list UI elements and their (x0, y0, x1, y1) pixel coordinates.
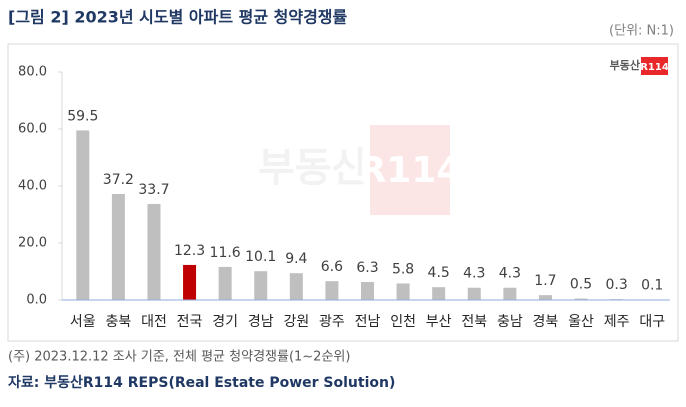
bar (289, 273, 303, 300)
value-label: 0.3 (605, 277, 627, 293)
x-tick-label: 경기 (212, 314, 238, 330)
bar (361, 282, 374, 300)
value-label: 11.6 (210, 245, 241, 261)
bar (574, 298, 588, 300)
x-tick-label: 부산 (426, 314, 452, 330)
bar (183, 264, 197, 300)
value-label: 5.8 (392, 261, 414, 277)
y-tick-label: 80.0 (18, 65, 47, 80)
x-tick-label: 경남 (248, 314, 274, 330)
value-label: 4.5 (428, 265, 450, 281)
watermark-box (370, 125, 450, 215)
bar (111, 193, 125, 300)
note: (주) 2023.12.12 조사 기준, 전체 평균 청약경쟁률(1~2순위) (8, 350, 350, 365)
x-tick-label: 강원 (283, 314, 309, 330)
x-tick-label: 인천 (390, 314, 416, 330)
logo: 부동산 (610, 58, 640, 72)
logo-box (641, 57, 668, 75)
bar (254, 271, 268, 300)
x-tick-label: 대전 (141, 314, 167, 330)
bar (325, 281, 339, 300)
chart-frame (7, 43, 679, 342)
x-tick-label: 제주 (604, 314, 630, 330)
y-tick-label: 40.0 (18, 179, 47, 194)
value-label: 4.3 (499, 266, 521, 282)
value-label: 1.7 (534, 273, 556, 289)
y-tick-label: 0.0 (26, 293, 47, 308)
bar (467, 287, 481, 300)
x-tick-label: 경북 (533, 314, 559, 330)
x-tick-label: 울산 (568, 314, 594, 330)
y-tick-label: 20.0 (18, 236, 47, 251)
value-label: 37.2 (103, 172, 134, 188)
bar (147, 203, 161, 300)
value-label: 6.3 (356, 260, 378, 276)
value-label: 59.5 (67, 108, 98, 124)
source: 자료: 부동산R114 REPS(Real Estate Power Solut… (8, 374, 395, 391)
y-tick-label: 60.0 (18, 122, 47, 137)
x-tick-label: 광주 (319, 314, 345, 330)
bar (76, 130, 90, 300)
value-label: 33.7 (138, 182, 169, 198)
value-label: 6.6 (321, 259, 343, 275)
bar (538, 295, 552, 300)
watermark-mark: R114 (359, 150, 462, 191)
value-label: 10.1 (245, 249, 276, 265)
bar (503, 287, 517, 300)
x-tick-label: 전남 (355, 314, 381, 330)
chart-title: [그림 2] 2023년 시도별 아파트 평균 청약경쟁률 (8, 8, 348, 27)
x-tick-label: 전북 (461, 314, 487, 330)
bar (218, 266, 232, 300)
x-tick-label: 대구 (639, 314, 665, 330)
x-tick-label: 서울 (70, 314, 96, 330)
unit-label: (단위: N:1) (609, 24, 674, 39)
value-label: 0.1 (641, 278, 663, 294)
bar (396, 283, 410, 300)
x-tick-label: 충남 (497, 314, 523, 330)
watermark: 부동산 (258, 145, 369, 191)
logo-mark: R114 (640, 62, 669, 73)
value-label: 0.5 (570, 277, 592, 293)
x-tick-label: 충북 (105, 314, 131, 330)
value-label: 4.3 (463, 266, 485, 282)
value-label: 12.3 (174, 243, 205, 259)
x-tick-label: 전국 (177, 314, 203, 330)
value-label: 9.4 (285, 251, 307, 267)
bar (432, 287, 446, 300)
